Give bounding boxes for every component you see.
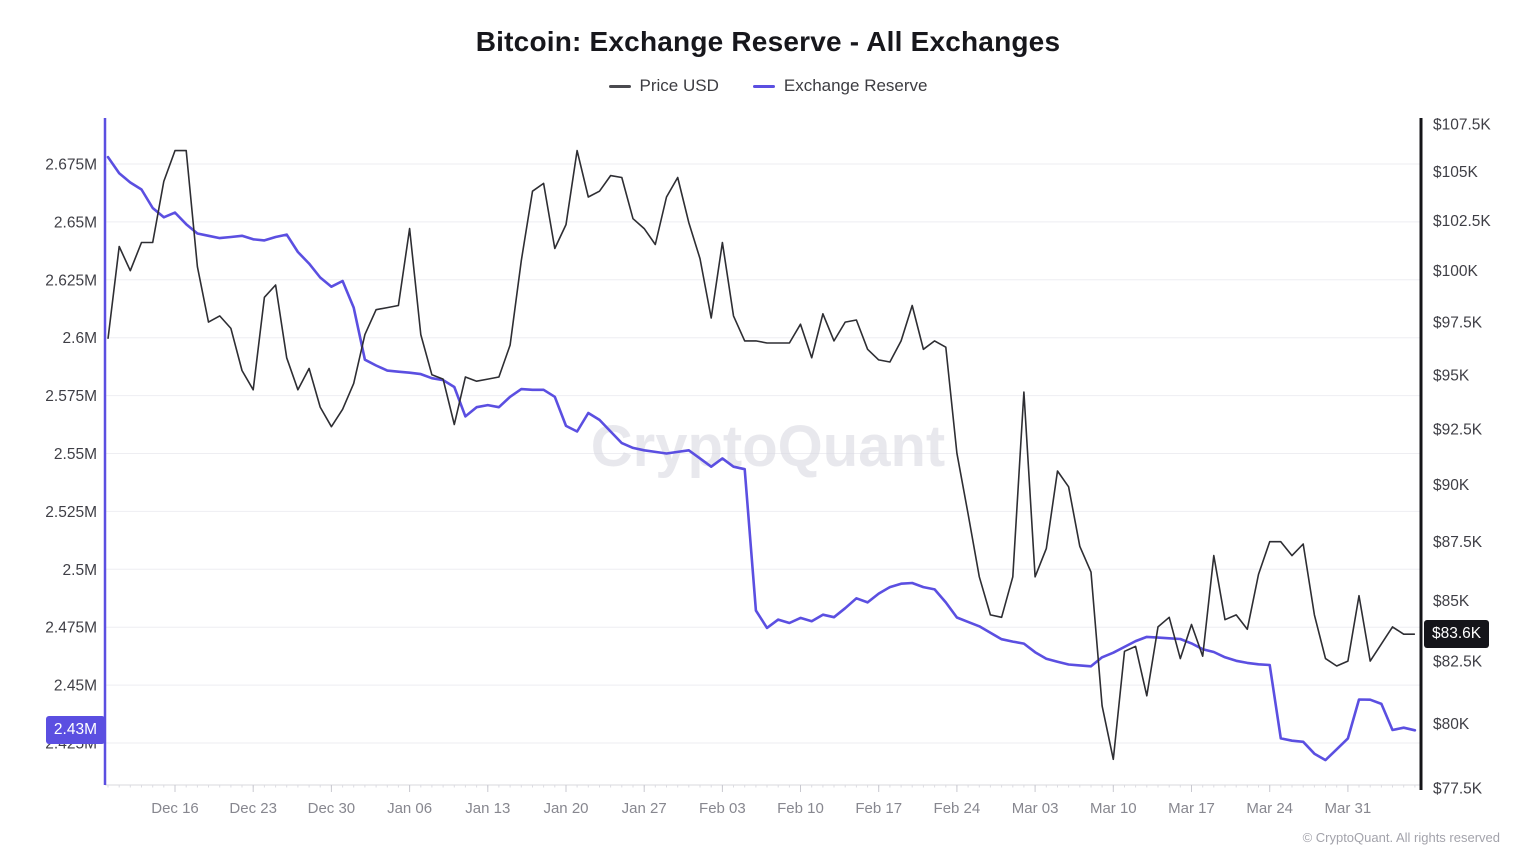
right-axis-tick-label: $82.5K: [1433, 654, 1483, 671]
price-usd-line: [107, 149, 1415, 761]
exchange-reserve-swatch-icon: [752, 84, 775, 88]
left-axis-tick-label: 2.45M: [54, 678, 97, 695]
right-axis-tick-label: $85K: [1433, 593, 1470, 610]
legend-item-price-usd[interactable]: Price USD: [608, 76, 719, 96]
reserve-current-value-badge: 2.43M: [45, 716, 105, 745]
right-axis-tick-label: $90K: [1433, 477, 1470, 494]
left-axis-tick-label: 2.575M: [45, 388, 97, 405]
x-axis-tick-label: Feb 03: [699, 800, 746, 817]
x-axis-tick-label: Dec 16: [151, 800, 199, 817]
copyright-text: © CryptoQuant. All rights reserved: [1302, 830, 1500, 845]
x-axis-tick-label: Mar 10: [1090, 800, 1137, 817]
left-axis-tick-label: 2.65M: [54, 214, 97, 231]
exchange-reserve-line: [106, 155, 1417, 762]
right-axis-tick-label: $80K: [1433, 716, 1470, 733]
legend-label: Exchange Reserve: [783, 76, 928, 95]
x-axis-tick-label: Jan 27: [622, 800, 667, 817]
left-axis-tick-label: 2.525M: [45, 504, 97, 521]
x-axis-tick-label: Jan 20: [543, 800, 588, 817]
x-axis-tick-label: Dec 30: [308, 800, 356, 817]
right-axis-tick-label: $107.5K: [1433, 117, 1491, 134]
left-axis-tick-label: 2.475M: [45, 620, 97, 637]
right-axis-tick-label: $92.5K: [1433, 421, 1483, 438]
x-axis-tick-label: Mar 24: [1246, 800, 1293, 817]
chart-title: Bitcoin: Exchange Reserve - All Exchange…: [475, 26, 1061, 57]
price-usd-swatch-icon: [608, 84, 631, 88]
price-current-value-badge: $83.6K: [1424, 620, 1490, 649]
x-axis-tick-label: Jan 13: [465, 800, 510, 817]
x-axis-tick-label: Mar 03: [1012, 800, 1059, 817]
right-axis-tick-label: $77.5K: [1433, 780, 1483, 797]
left-axis-tick-label: 2.5M: [63, 562, 97, 579]
left-axis-tick-label: 2.55M: [54, 446, 97, 463]
x-axis-tick-label: Feb 17: [855, 800, 902, 817]
x-axis-tick-label: Jan 06: [387, 800, 432, 817]
right-axis-tick-label: $102.5K: [1433, 213, 1491, 230]
right-axis-tick-label: $97.5K: [1433, 315, 1483, 332]
left-axis-tick-label: 2.625M: [45, 272, 97, 289]
x-axis-tick-label: Feb 10: [777, 800, 824, 817]
left-axis-tick-label: 2.675M: [45, 157, 97, 174]
right-axis-tick-label: $95K: [1433, 367, 1470, 384]
legend: Price USD Exchange Reserve: [0, 76, 1536, 96]
legend-label: Price USD: [639, 76, 719, 95]
right-axis-tick-label: $100K: [1433, 263, 1478, 280]
x-axis-tick-label: Feb 24: [934, 800, 981, 817]
x-axis-tick-label: Dec 23: [229, 800, 277, 817]
right-axis-tick-label: $105K: [1433, 164, 1478, 181]
x-axis-tick-label: Mar 17: [1168, 800, 1215, 817]
watermark: CryptoQuant: [591, 414, 945, 479]
right-axis-tick-label: $87.5K: [1433, 534, 1483, 551]
left-axis-tick-label: 2.6M: [63, 330, 97, 347]
legend-item-exchange-reserve[interactable]: Exchange Reserve: [752, 76, 928, 96]
x-axis-tick-label: Mar 31: [1325, 800, 1372, 817]
